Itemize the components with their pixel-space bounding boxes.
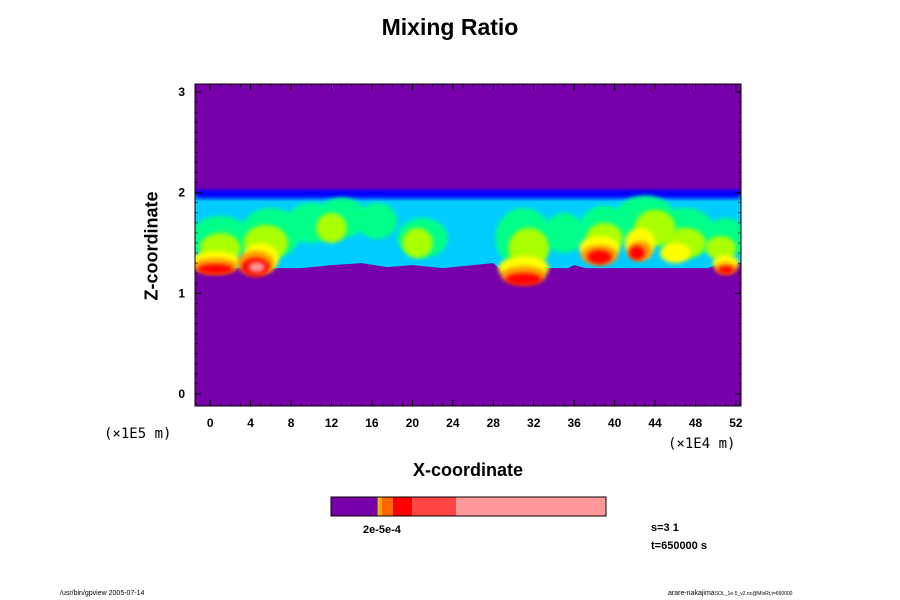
y-scale-note: (×1E5 m) xyxy=(104,426,172,442)
cloud-cell-red xyxy=(628,246,645,261)
x-tick-label: 12 xyxy=(325,416,339,430)
footer-left: /usr/bin/gpview 2005-07-14 xyxy=(60,590,145,597)
x-tick-label: 4 xyxy=(247,416,254,430)
x-tick-label: 52 xyxy=(729,416,743,430)
cloud-layer xyxy=(195,189,741,406)
cloud-cell-red xyxy=(197,264,234,275)
x-tick-label: 28 xyxy=(487,416,501,430)
colorbar-segment xyxy=(377,497,380,516)
cloud-base-edge xyxy=(195,263,741,406)
y-axis-label: Z-coordinate xyxy=(141,191,162,301)
info-time-value: t=650000 s xyxy=(651,540,707,552)
cloud-cell-green xyxy=(356,202,398,239)
footer-right: arare-nakajimaSOL_1e-5_v2.nc@MixRt,t=650… xyxy=(668,590,792,597)
y-axis: 0 1 2 3 xyxy=(178,85,741,405)
x-tick-label: 40 xyxy=(608,416,622,430)
cloud-cell-red xyxy=(587,250,612,265)
colorbar-frame xyxy=(330,496,607,517)
colorbar-segment xyxy=(379,497,382,516)
cloud-cell-yellow xyxy=(660,242,691,264)
cloud-cell-lime xyxy=(316,212,347,243)
footer-right-small: SOL_1e-5_v2.nc@MixRt,t=650000 xyxy=(714,591,793,597)
footer-right-main: arare-nakajima xyxy=(668,590,715,597)
x-axis: 0 4 8 12 16 20 24 28 32 36 40 44 48 52 xyxy=(207,84,743,430)
cloud-top-fringe xyxy=(195,189,741,199)
colorbar-segment xyxy=(412,497,457,516)
y-tick-label: 3 xyxy=(178,85,185,99)
y-tick-label: 1 xyxy=(178,286,185,300)
cloud-cell-pink xyxy=(248,262,265,273)
x-tick-label: 44 xyxy=(648,416,662,430)
info-s-value: s=3 1 xyxy=(651,522,679,534)
colorbar-segment xyxy=(456,497,606,516)
y-tick-label: 2 xyxy=(178,186,185,200)
colorbar-segment xyxy=(331,497,378,516)
x-scale-note: (×1E4 m) xyxy=(668,436,736,452)
cloud-cell-red xyxy=(505,273,542,286)
cloud-cell-lime xyxy=(705,235,736,261)
colorbar-label: 2e-5e-4 xyxy=(363,524,401,536)
colorbar-segment xyxy=(392,497,413,516)
plot-frame xyxy=(194,83,742,407)
chart-title: Mixing Ratio xyxy=(381,14,519,40)
cloud-cell-red xyxy=(717,266,734,275)
cloud-cell-lime xyxy=(402,227,433,259)
x-axis-label: X-coordinate xyxy=(412,460,523,480)
x-tick-label: 16 xyxy=(365,416,379,430)
x-tick-label: 32 xyxy=(527,416,541,430)
x-tick-label: 48 xyxy=(689,416,703,430)
x-tick-label: 24 xyxy=(446,416,460,430)
x-tick-label: 36 xyxy=(567,416,581,430)
x-tick-label: 8 xyxy=(288,416,295,430)
x-tick-label: 20 xyxy=(406,416,420,430)
colorbar-segment xyxy=(381,497,393,516)
colorbar xyxy=(330,496,607,517)
x-tick-label: 0 xyxy=(207,416,214,430)
y-tick-label: 0 xyxy=(178,387,185,401)
cloud-cell-green xyxy=(543,212,585,254)
